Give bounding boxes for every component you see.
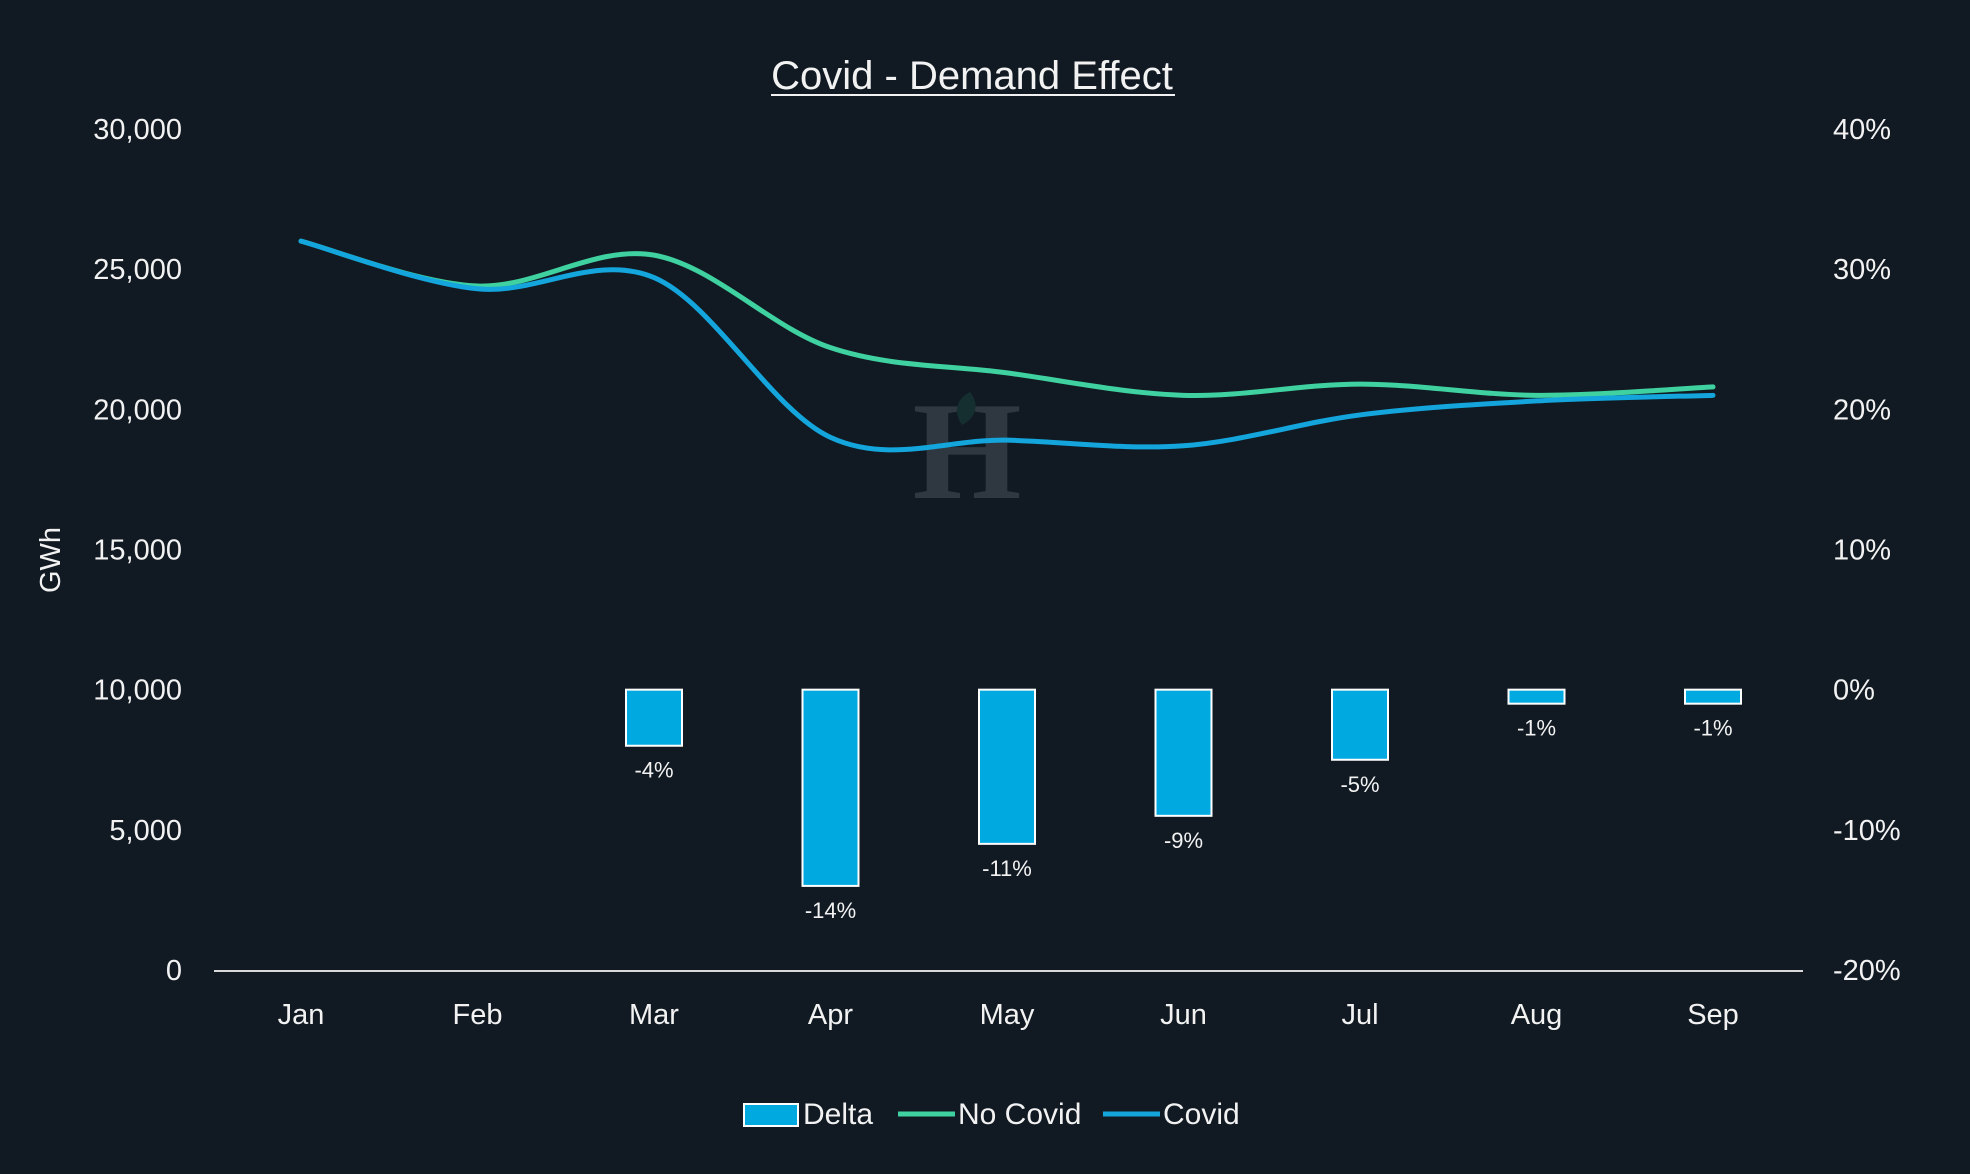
delta-data-label: -11% (982, 856, 1032, 881)
left-axis-ticks: 0 5,000 10,000 15,000 20,000 25,000 30,000 (93, 114, 182, 987)
right-axis-ticks: -20% -10% 0% 10% 20% 30% 40% (1833, 114, 1901, 987)
delta-data-label: -14% (805, 898, 856, 923)
right-tick-label: -10% (1833, 815, 1901, 847)
x-tick-label: Jun (1160, 999, 1207, 1031)
no-covid-line (298, 238, 1716, 398)
delta-data-label: -4% (634, 758, 673, 783)
x-tick-label: May (980, 999, 1035, 1031)
legend-covid-label: Covid (1163, 1098, 1240, 1131)
left-tick-label: 15,000 (93, 535, 182, 567)
delta-bar (801, 688, 860, 887)
legend: Delta No Covid Covid (743, 1098, 1240, 1131)
x-tick-label: Feb (453, 999, 503, 1031)
legend-delta-label: Delta (803, 1098, 873, 1131)
left-tick-label: 20,000 (93, 394, 182, 426)
y-axis-label: GWh (35, 527, 67, 593)
x-tick-label: Jan (278, 999, 325, 1031)
delta-data-label: -5% (1340, 772, 1379, 797)
right-tick-label: 0% (1833, 675, 1875, 707)
right-tick-label: -20% (1833, 955, 1901, 987)
delta-bar (1507, 688, 1566, 705)
watermark-logo: H (913, 374, 1022, 529)
x-tick-label: Jul (1341, 999, 1378, 1031)
x-axis-ticks: Jan Feb Mar Apr May Jun Jul Aug Sep (278, 999, 1739, 1031)
x-tick-label: Apr (808, 999, 853, 1031)
delta-data-labels: -4% -14% -11% -9% -5% -1% -1% (634, 716, 1732, 923)
right-tick-label: 30% (1833, 254, 1891, 286)
left-tick-label: 0 (166, 955, 182, 987)
left-tick-label: 10,000 (93, 675, 182, 707)
legend-no-covid-label: No Covid (958, 1098, 1081, 1131)
delta-data-label: -1% (1517, 716, 1556, 741)
delta-bar (978, 688, 1036, 845)
left-tick-label: 5,000 (109, 815, 182, 847)
left-tick-label: 25,000 (93, 254, 182, 286)
watermark-letter: H (913, 374, 1022, 529)
chart-title: Covid - Demand Effect (771, 54, 1173, 98)
right-tick-label: 10% (1833, 535, 1891, 567)
delta-bar (1331, 688, 1389, 761)
x-tick-label: Mar (629, 999, 679, 1031)
left-tick-label: 30,000 (93, 114, 182, 146)
covid-line (298, 238, 1716, 453)
delta-bars (625, 688, 1742, 887)
right-tick-label: 20% (1833, 394, 1891, 426)
delta-bar (625, 688, 683, 747)
delta-bar (1154, 688, 1213, 817)
legend-delta-swatch (743, 1103, 799, 1127)
x-tick-label: Aug (1511, 999, 1563, 1031)
x-tick-label: Sep (1687, 999, 1739, 1031)
watermark-leaf-icon (956, 392, 976, 425)
series-lines (298, 238, 1716, 453)
delta-bar (1684, 688, 1742, 705)
delta-data-label: -1% (1693, 716, 1732, 741)
right-tick-label: 40% (1833, 114, 1891, 146)
delta-data-label: -9% (1164, 828, 1203, 853)
